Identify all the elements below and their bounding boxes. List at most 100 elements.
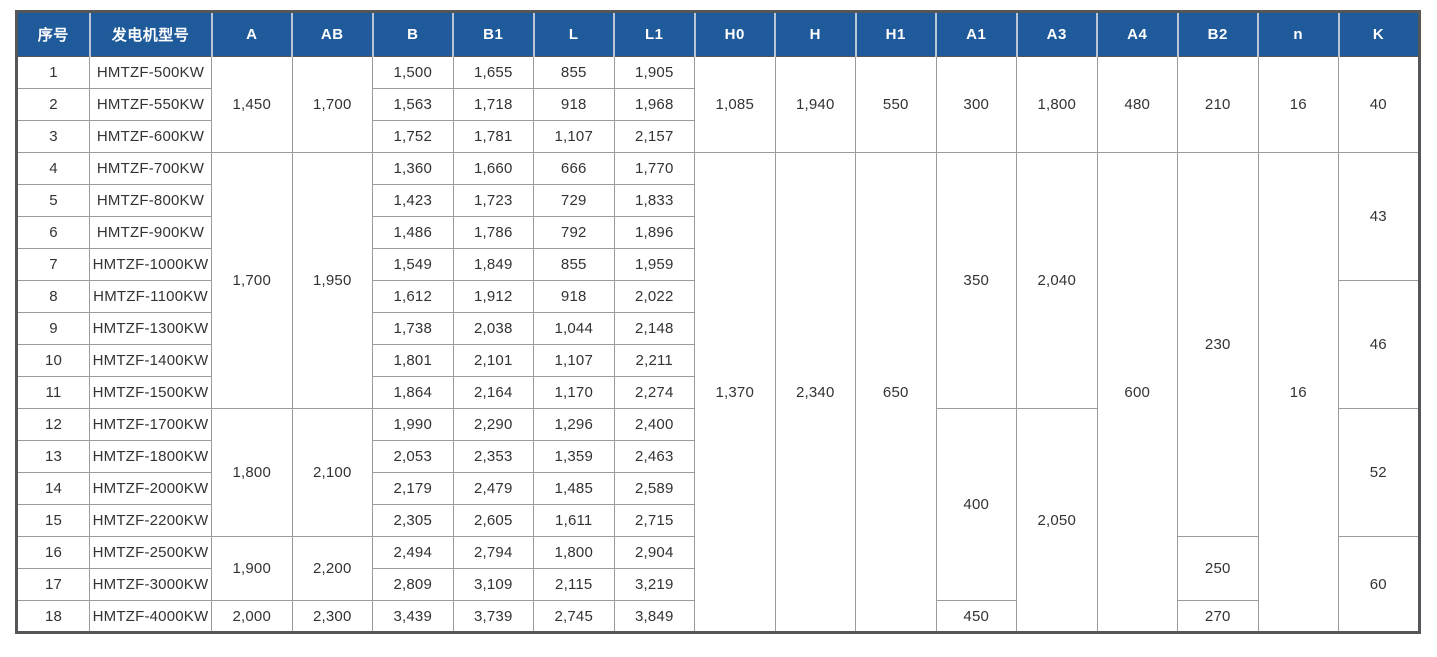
cell-A: 2,000 <box>211 600 293 633</box>
cell-H1: 550 <box>855 56 937 153</box>
cell-K: 60 <box>1338 536 1420 633</box>
cell-L: 855 <box>533 248 615 281</box>
header-B2: B2 <box>1177 11 1259 57</box>
cell-index: 13 <box>16 440 90 473</box>
cell-L1: 1,968 <box>613 88 695 121</box>
cell-A: 1,450 <box>211 56 293 153</box>
cell-B1: 1,786 <box>452 216 534 249</box>
cell-AB: 2,100 <box>291 408 373 537</box>
cell-L1: 1,959 <box>613 248 695 281</box>
cell-model: HMTZF-4000KW <box>89 600 212 633</box>
cell-B: 2,179 <box>372 472 454 505</box>
cell-B1: 2,164 <box>452 376 534 409</box>
cell-n: 16 <box>1257 56 1339 153</box>
cell-B: 1,423 <box>372 184 454 217</box>
cell-B1: 2,353 <box>452 440 534 473</box>
cell-B: 2,305 <box>372 504 454 537</box>
cell-index: 7 <box>16 248 90 281</box>
cell-model: HMTZF-1100KW <box>89 280 212 313</box>
cell-B: 1,563 <box>372 88 454 121</box>
table-row: 6 HMTZF-900KW 1,486 1,786 792 1,896 <box>16 216 1420 249</box>
table-row: 2 HMTZF-550KW 1,563 1,718 918 1,968 <box>16 88 1420 121</box>
cell-A3: 2,040 <box>1016 152 1098 409</box>
cell-B: 1,500 <box>372 56 454 89</box>
cell-index: 2 <box>16 88 90 121</box>
cell-L1: 2,148 <box>613 312 695 345</box>
cell-model: HMTZF-1700KW <box>89 408 212 441</box>
cell-L: 792 <box>533 216 615 249</box>
cell-B2: 250 <box>1177 536 1259 601</box>
cell-model: HMTZF-1000KW <box>89 248 212 281</box>
table-row: 17 HMTZF-3000KW 2,809 3,109 2,115 3,219 <box>16 568 1420 601</box>
cell-L1: 2,157 <box>613 120 695 153</box>
table-row: 15 HMTZF-2200KW 2,305 2,605 1,611 2,715 <box>16 504 1420 537</box>
cell-A: 1,700 <box>211 152 293 409</box>
cell-B2: 270 <box>1177 600 1259 633</box>
cell-model: HMTZF-700KW <box>89 152 212 185</box>
cell-L: 1,107 <box>533 120 615 153</box>
cell-model: HMTZF-2200KW <box>89 504 212 537</box>
cell-B: 1,612 <box>372 280 454 313</box>
cell-H: 1,940 <box>774 56 856 153</box>
cell-H1: 650 <box>855 152 937 633</box>
cell-A3: 1,800 <box>1016 56 1098 153</box>
cell-L: 1,296 <box>533 408 615 441</box>
cell-A1: 400 <box>935 408 1017 601</box>
cell-L: 1,044 <box>533 312 615 345</box>
cell-B1: 1,849 <box>452 248 534 281</box>
header-L1: L1 <box>614 11 696 57</box>
cell-L: 918 <box>533 88 615 121</box>
cell-B1: 1,660 <box>452 152 534 185</box>
cell-L1: 1,905 <box>613 56 695 89</box>
cell-B1: 1,781 <box>452 120 534 153</box>
header-H1: H1 <box>855 11 937 57</box>
cell-L: 1,485 <box>533 472 615 505</box>
cell-L1: 1,896 <box>613 216 695 249</box>
cell-B: 3,439 <box>372 600 454 633</box>
cell-L1: 1,833 <box>613 184 695 217</box>
cell-index: 9 <box>16 312 90 345</box>
cell-A: 1,800 <box>211 408 293 537</box>
table-row: 7 HMTZF-1000KW 1,549 1,849 855 1,959 <box>16 248 1420 281</box>
cell-model: HMTZF-3000KW <box>89 568 212 601</box>
header-A4: A4 <box>1097 11 1179 57</box>
cell-A3: 2,050 <box>1016 408 1098 633</box>
cell-L1: 3,849 <box>613 600 695 633</box>
cell-index: 12 <box>16 408 90 441</box>
cell-B1: 2,038 <box>452 312 534 345</box>
cell-index: 18 <box>16 600 90 633</box>
table-row: 5 HMTZF-800KW 1,423 1,723 729 1,833 <box>16 184 1420 217</box>
table-row: 3 HMTZF-600KW 1,752 1,781 1,107 2,157 <box>16 120 1420 153</box>
header-B: B <box>372 11 454 57</box>
header-H0: H0 <box>694 11 776 57</box>
cell-L: 1,800 <box>533 536 615 569</box>
table-row: 1 HMTZF-500KW 1,450 1,700 1,500 1,655 855 1,905… <box>16 56 1420 153</box>
cell-AB: 2,300 <box>291 600 373 633</box>
cell-A: 1,900 <box>211 536 293 601</box>
cell-B2: 230 <box>1177 152 1259 537</box>
cell-index: 6 <box>16 216 90 249</box>
cell-B: 1,801 <box>372 344 454 377</box>
cell-L1: 2,274 <box>613 376 695 409</box>
header-n: n <box>1258 11 1340 57</box>
cell-B: 1,864 <box>372 376 454 409</box>
cell-B1: 1,655 <box>452 56 534 89</box>
cell-B1: 3,739 <box>452 600 534 633</box>
cell-B: 1,738 <box>372 312 454 345</box>
header-L: L <box>533 11 615 57</box>
table-row: 8 HMTZF-1100KW 1,612 1,912 918 2,022 46 <box>16 280 1420 409</box>
cell-B1: 2,794 <box>452 536 534 569</box>
generator-dimensions-table: 序号 发电机型号 A AB B B1 L L1 H0 H H1 A1 A3 A4 B2 n K 1 HMTZF-5… <box>15 10 1421 634</box>
header-AB: AB <box>292 11 374 57</box>
table-header: 序号 发电机型号 A AB B B1 L L1 H0 H H1 A1 A3 A4 B2 n K <box>16 11 1419 57</box>
table-row: 13 HMTZF-1800KW 2,053 2,353 1,359 2,463 <box>16 440 1420 473</box>
cell-B1: 2,479 <box>452 472 534 505</box>
cell-index: 4 <box>16 152 90 185</box>
cell-L: 2,115 <box>533 568 615 601</box>
header-model: 发电机型号 <box>89 11 213 57</box>
cell-B1: 3,109 <box>452 568 534 601</box>
cell-L1: 2,211 <box>613 344 695 377</box>
cell-A1: 450 <box>935 600 1017 633</box>
cell-L1: 2,463 <box>613 440 695 473</box>
cell-L: 1,107 <box>533 344 615 377</box>
